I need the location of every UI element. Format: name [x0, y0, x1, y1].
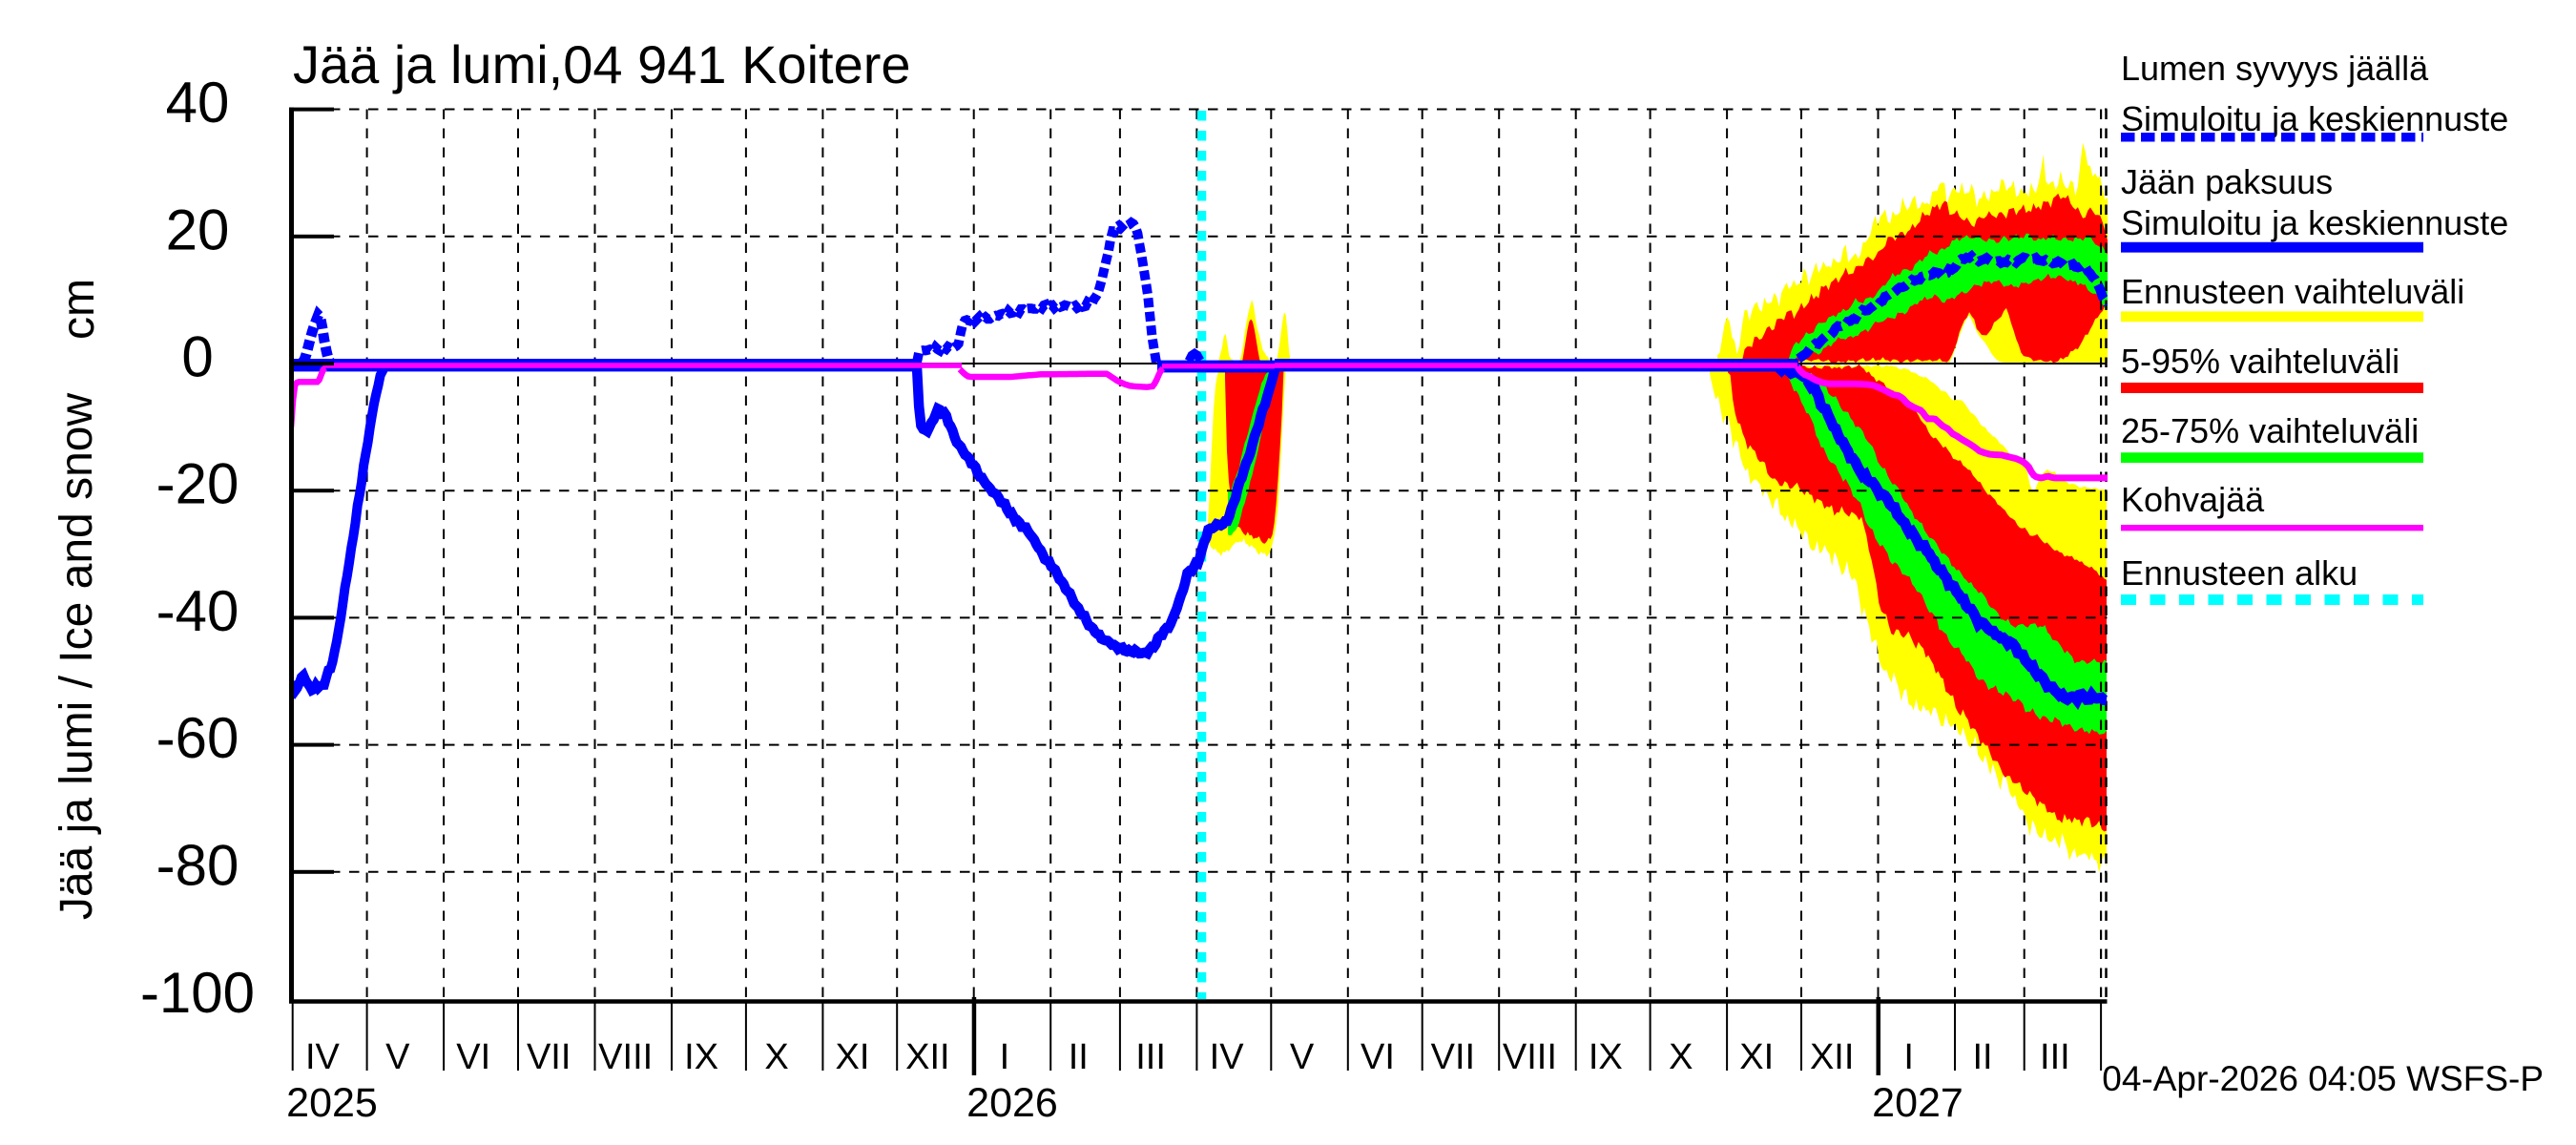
svg-text:IX: IX [684, 1037, 718, 1077]
svg-text:2027: 2027 [1872, 1080, 1963, 1126]
svg-text:VIII: VIII [598, 1037, 653, 1077]
svg-text:Simuloitu ja keskiennuste: Simuloitu ja keskiennuste [2121, 99, 2508, 138]
svg-text:Ennusteen alku: Ennusteen alku [2121, 553, 2358, 593]
svg-text:cm: cm [53, 279, 104, 340]
svg-text:X: X [1669, 1037, 1693, 1077]
svg-text:II: II [1972, 1037, 1992, 1077]
svg-text:IX: IX [1589, 1037, 1623, 1077]
svg-text:Lumen syvyys jäällä: Lumen syvyys jäällä [2121, 49, 2429, 88]
svg-text:VII: VII [527, 1037, 571, 1077]
svg-text:VI: VI [1361, 1037, 1395, 1077]
svg-text:IV: IV [305, 1037, 341, 1077]
svg-text:VIII: VIII [1503, 1037, 1557, 1077]
svg-text:25-75% vaihteluväli: 25-75% vaihteluväli [2121, 411, 2419, 450]
svg-text:VII: VII [1431, 1037, 1475, 1077]
svg-text:I: I [1903, 1037, 1914, 1077]
svg-text:-80: -80 [156, 833, 239, 897]
svg-text:Jään paksuus: Jään paksuus [2121, 162, 2333, 201]
svg-text:V: V [385, 1037, 410, 1077]
svg-text:IV: IV [1210, 1037, 1245, 1077]
svg-text:0: 0 [181, 325, 213, 389]
svg-text:20: 20 [166, 198, 230, 261]
svg-text:5-95% vaihteluväli: 5-95% vaihteluväli [2121, 342, 2399, 381]
svg-text:XII: XII [1810, 1037, 1854, 1077]
svg-text:2025: 2025 [286, 1080, 378, 1126]
svg-text:X: X [764, 1037, 788, 1077]
svg-text:Jää ja lumi,04 941 Koitere: Jää ja lumi,04 941 Koitere [293, 34, 911, 94]
svg-text:-100: -100 [140, 961, 255, 1025]
svg-text:III: III [1135, 1037, 1166, 1077]
svg-text:III: III [2040, 1037, 2070, 1077]
svg-text:40: 40 [166, 71, 230, 135]
svg-text:V: V [1290, 1037, 1315, 1077]
svg-text:04-Apr-2026 04:05 WSFS-P: 04-Apr-2026 04:05 WSFS-P [2102, 1059, 2544, 1098]
svg-text:XI: XI [1739, 1037, 1774, 1077]
svg-text:XII: XII [905, 1037, 949, 1077]
svg-text:Ennusteen vaihteluväli: Ennusteen vaihteluväli [2121, 272, 2464, 311]
svg-text:Simuloitu ja keskiennuste: Simuloitu ja keskiennuste [2121, 203, 2508, 242]
svg-text:-40: -40 [156, 579, 239, 643]
svg-text:XI: XI [836, 1037, 870, 1077]
svg-text:2026: 2026 [966, 1080, 1058, 1126]
svg-text:Jää ja lumi / Ice and snow: Jää ja lumi / Ice and snow [52, 393, 102, 921]
svg-text:VI: VI [456, 1037, 490, 1077]
svg-text:I: I [1000, 1037, 1010, 1077]
svg-text:II: II [1069, 1037, 1089, 1077]
svg-text:-20: -20 [156, 452, 239, 516]
svg-text:-60: -60 [156, 706, 239, 770]
svg-text:Kohvajää: Kohvajää [2121, 480, 2265, 519]
